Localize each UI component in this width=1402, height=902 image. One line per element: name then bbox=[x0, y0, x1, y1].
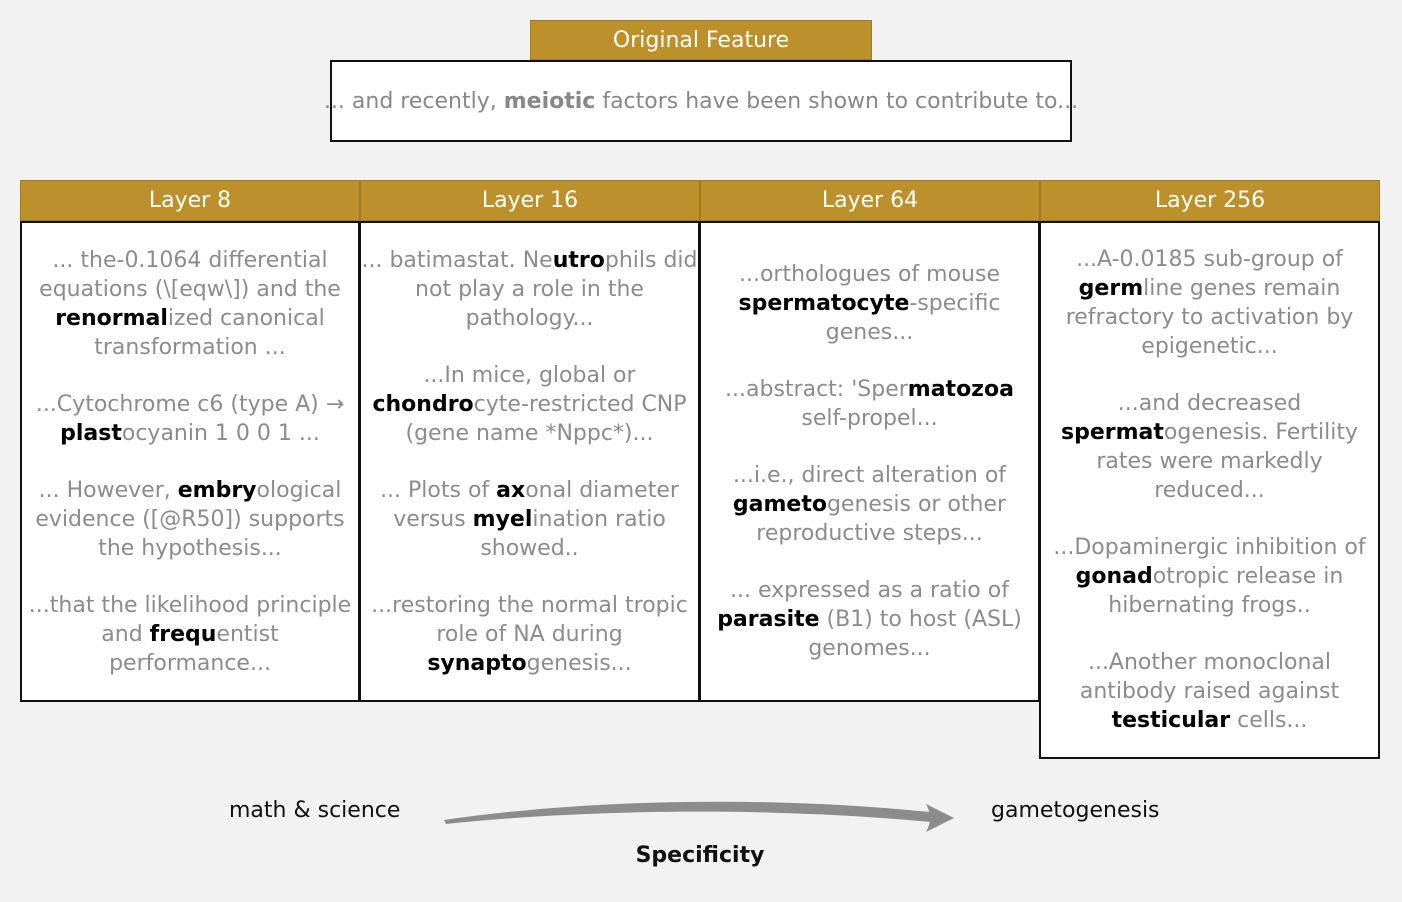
snippet-text-0: ...Dopaminergic inhibition of bbox=[1053, 535, 1366, 560]
example-snippet: ...abstract: 'Spermatozoa self-propel... bbox=[701, 375, 1038, 433]
snippet-highlight-1: renormal bbox=[55, 305, 168, 331]
snippet-text-2: cyte-restricted CNP (gene name *Nppc*)..… bbox=[405, 391, 687, 446]
example-snippet: ...Dopaminergic inhibition of gonadotrop… bbox=[1041, 533, 1378, 620]
snippet-highlight-1: plast bbox=[60, 420, 122, 446]
layer-body: ...A-0.0185 sub-group of germline genes … bbox=[1039, 221, 1380, 759]
snippet-text-0: ...i.e., direct alteration of bbox=[732, 463, 1007, 488]
snippet-text-2: phils did not play a role in the patholo… bbox=[415, 247, 698, 331]
snippet-highlight-1: testicular bbox=[1111, 708, 1231, 733]
snippet-highlight-1: frequ bbox=[149, 621, 217, 647]
example-snippet: ...and decreased spermatogenesis. Fertil… bbox=[1041, 389, 1378, 505]
arrow-head bbox=[926, 804, 954, 832]
snippet-text-2: (B1) to host (ASL) genomes... bbox=[808, 607, 1022, 661]
snippet-highlight-1: utro bbox=[552, 247, 605, 273]
layer-header: Layer 16 bbox=[360, 180, 700, 221]
snippet-highlight-3: myel bbox=[472, 506, 533, 532]
example-snippet: ... the-0.1064 differential equations (\… bbox=[22, 246, 358, 362]
snippet-text-0: ... Plots of bbox=[380, 477, 497, 503]
layer-column-3: Layer 256 ...A-0.0185 sub-group of germli… bbox=[1039, 180, 1380, 759]
example-snippet: ... However, embryological evidence ([@R… bbox=[22, 476, 358, 563]
layer-body: ... batimastat. Neutrophils did not play… bbox=[359, 221, 700, 702]
layer-column-1: Layer 16 ... batimastat. Neutrophils did … bbox=[359, 180, 700, 702]
arrow-shaft bbox=[444, 801, 930, 824]
example-snippet: ... batimastat. Neutrophils did not play… bbox=[361, 246, 698, 333]
original-snippet-highlight-1: meiotic bbox=[503, 88, 596, 114]
snippet-highlight-1: matozoa bbox=[907, 377, 1014, 402]
snippet-highlight-1: spermatocyte bbox=[738, 291, 910, 316]
layer-body: ... the-0.1064 differential equations (\… bbox=[20, 221, 360, 702]
snippet-text-4: ination ratio showed.. bbox=[480, 506, 666, 561]
original-feature-header: Original Feature bbox=[530, 20, 872, 60]
snippet-text-2: genesis... bbox=[526, 650, 632, 676]
snippet-highlight-1: spermat bbox=[1060, 420, 1164, 445]
snippet-text-2: ological evidence ([@R50]) supports the … bbox=[35, 477, 345, 561]
axis-right-label: gametogenesis bbox=[991, 798, 1160, 823]
example-snippet: ...restoring the normal tropic role of N… bbox=[361, 591, 698, 678]
layer-header: Layer 8 bbox=[20, 180, 360, 221]
snippet-text-0: ...In mice, global or bbox=[423, 362, 636, 388]
layer-header: Layer 256 bbox=[1040, 180, 1380, 221]
snippet-text-2: -specific genes... bbox=[825, 291, 1001, 345]
snippet-text-2: onal diameter versus bbox=[393, 477, 679, 532]
example-snippet: ...A-0.0185 sub-group of germline genes … bbox=[1041, 245, 1378, 361]
layer-column-2: Layer 64 ...orthologues of mouse spermato… bbox=[699, 180, 1040, 702]
snippet-highlight-1: ax bbox=[496, 477, 526, 503]
snippet-text-0: ...Another monoclonal antibody raised ag… bbox=[1079, 650, 1340, 704]
snippet-text-2: ogenesis. Fertility rates were markedly … bbox=[1096, 420, 1358, 503]
snippet-text-0: ...Cytochrome c6 (type A) → bbox=[35, 391, 345, 417]
snippet-text-2: cells... bbox=[1230, 708, 1308, 733]
snippet-highlight-1: gameto bbox=[732, 492, 827, 517]
snippet-highlight-1: chondro bbox=[372, 391, 474, 417]
snippet-highlight-1: parasite bbox=[717, 607, 820, 632]
snippet-text-2: entist performance... bbox=[109, 621, 279, 676]
original-snippet-text-0: ... and recently, bbox=[323, 88, 504, 114]
example-snippet: ... Plots of axonal diameter versus myel… bbox=[361, 476, 698, 563]
layer-column-0: Layer 8 ... the-0.1064 differential equat… bbox=[20, 180, 360, 702]
snippet-text-0: ...abstract: 'Sper bbox=[725, 377, 908, 402]
snippet-text-0: ... However, bbox=[38, 477, 178, 503]
layers-table: Layer 8 ... the-0.1064 differential equat… bbox=[20, 180, 1382, 759]
example-snippet: ... expressed as a ratio of parasite (B1… bbox=[701, 576, 1038, 663]
original-feature-text: ... and recently, meiotic factors have b… bbox=[324, 89, 1078, 114]
example-snippet: ...Cytochrome c6 (type A) → plastocyanin… bbox=[22, 390, 358, 448]
example-snippet: ...Another monoclonal antibody raised ag… bbox=[1041, 648, 1378, 735]
snippet-text-0: ...and decreased bbox=[1117, 391, 1302, 416]
snippet-text-2: self-propel... bbox=[801, 406, 938, 431]
snippet-highlight-1: gonad bbox=[1075, 564, 1153, 589]
snippet-text-0: ...A-0.0185 sub-group of bbox=[1076, 247, 1343, 272]
snippet-text-0: ... the-0.1064 differential equations (\… bbox=[39, 247, 341, 302]
axis-left-label: math & science bbox=[229, 798, 401, 823]
example-snippet: ...orthologues of mouse spermatocyte-spe… bbox=[701, 260, 1038, 347]
specificity-caption: Specificity bbox=[635, 843, 765, 868]
snippet-text-0: ...that the likelihood principle and bbox=[28, 592, 352, 647]
snippet-highlight-1: embry bbox=[177, 477, 257, 503]
snippet-text-2: otropic release in hibernating frogs.. bbox=[1108, 564, 1344, 618]
snippet-text-2: ized canonical transformation ... bbox=[94, 305, 325, 360]
snippet-text-2: line genes remain refractory to activati… bbox=[1065, 276, 1354, 359]
snippet-text-0: ... expressed as a ratio of bbox=[730, 578, 1009, 603]
snippet-highlight-1: synapto bbox=[427, 650, 527, 676]
example-snippet: ...that the likelihood principle and fre… bbox=[22, 591, 358, 678]
snippet-highlight-1: germ bbox=[1078, 276, 1144, 301]
snippet-text-0: ... batimastat. Ne bbox=[361, 247, 553, 273]
snippet-text-0: ...restoring the normal tropic role of N… bbox=[371, 592, 688, 647]
layer-body: ...orthologues of mouse spermatocyte-spe… bbox=[699, 221, 1040, 702]
snippet-text-2: genesis or other reproductive steps... bbox=[756, 492, 1007, 546]
original-feature-box: ... and recently, meiotic factors have b… bbox=[324, 60, 1078, 142]
example-snippet: ...i.e., direct alteration of gametogene… bbox=[701, 461, 1038, 548]
snippet-text-2: ocyanin 1 0 0 1 ... bbox=[121, 420, 320, 446]
snippet-text-0: ...orthologues of mouse bbox=[738, 262, 1000, 287]
layer-header: Layer 64 bbox=[700, 180, 1040, 221]
original-snippet-text-2: factors have been shown to contribute to… bbox=[595, 88, 1079, 114]
example-snippet: ...In mice, global or chondrocyte-restri… bbox=[361, 361, 698, 448]
